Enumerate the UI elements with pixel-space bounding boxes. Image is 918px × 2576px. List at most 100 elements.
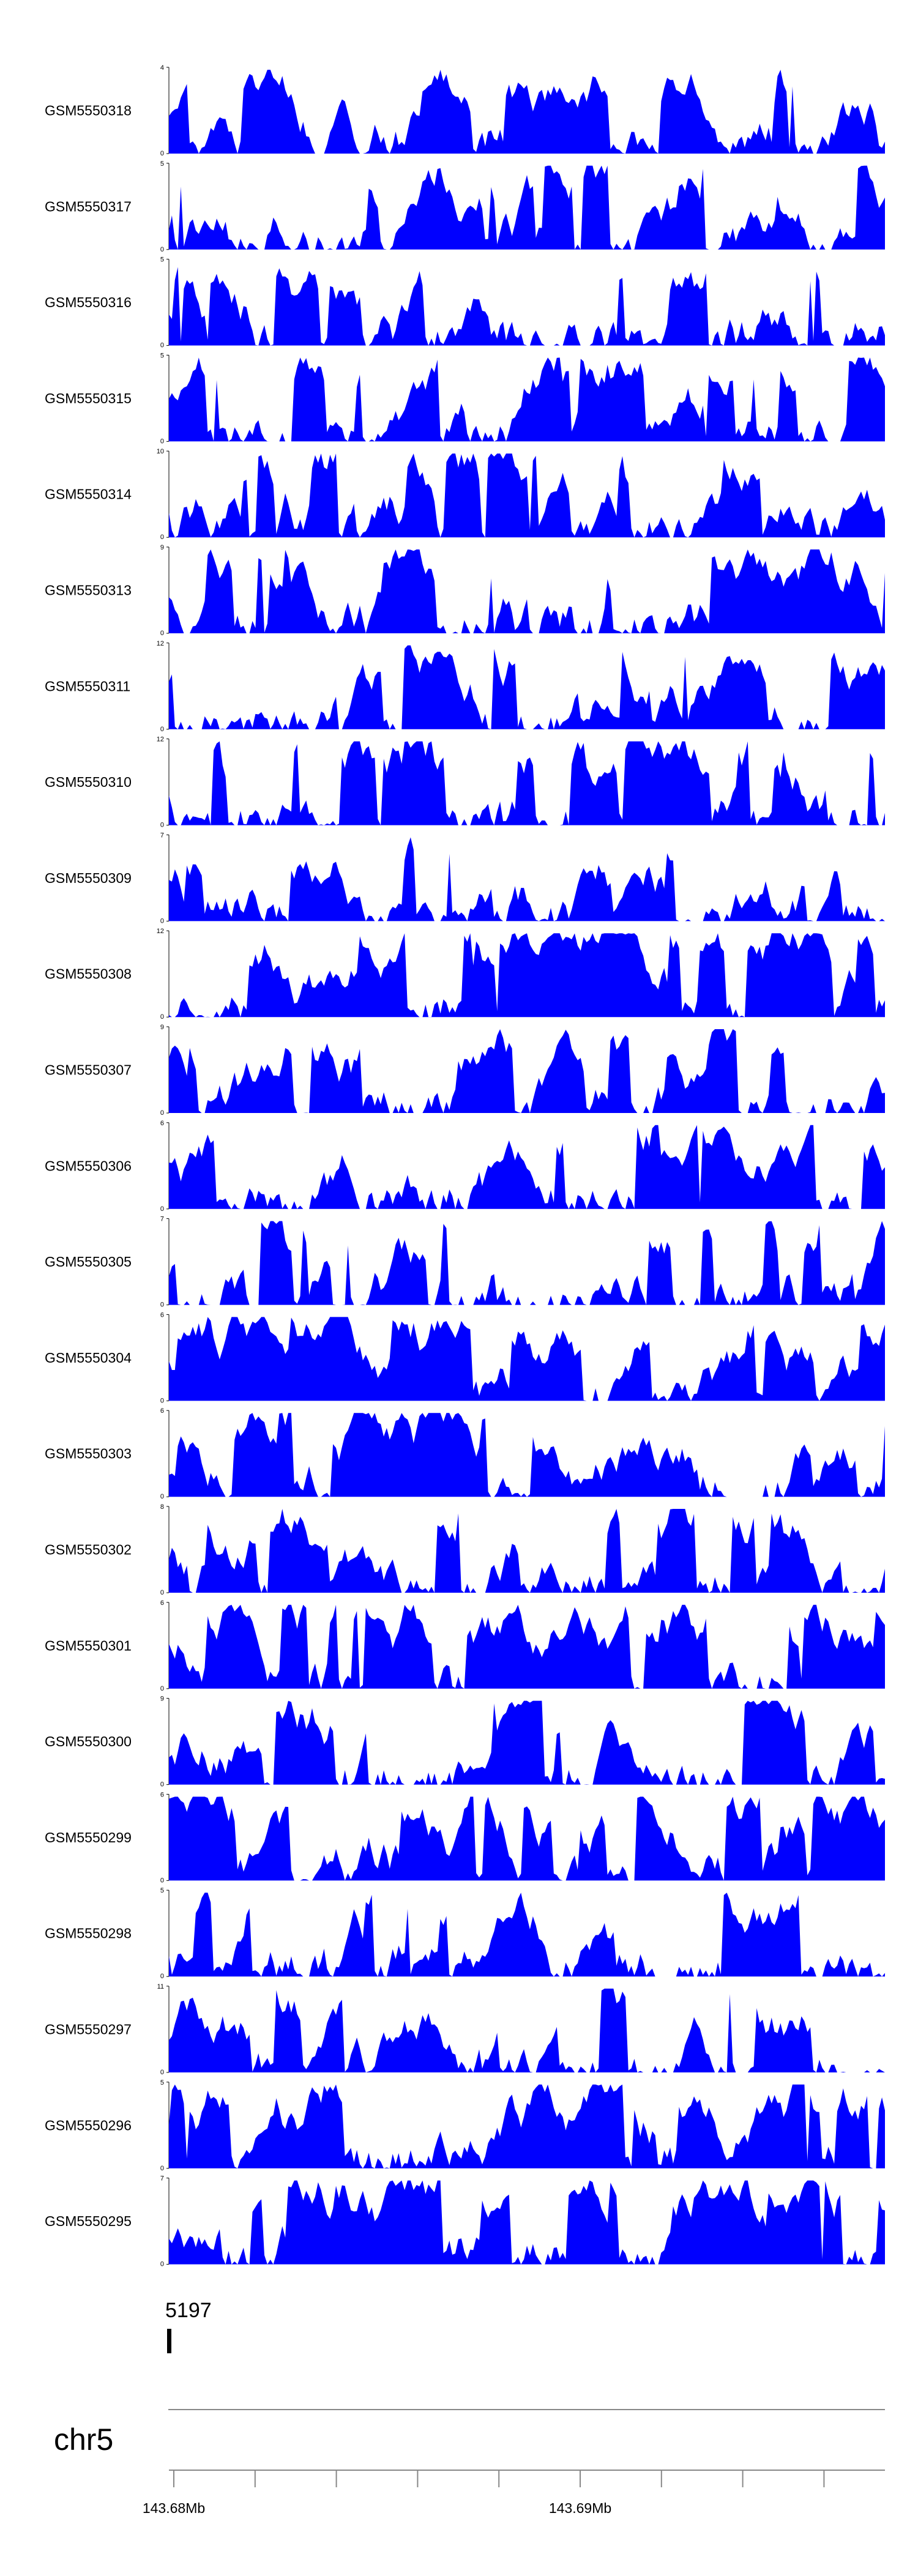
track-GSM5550317: GSM5550317 5 0: [45, 160, 885, 253]
track-ymax-label: 9: [160, 1696, 164, 1703]
x-axis-ticks: 143.68Mb 143.69Mb: [143, 2470, 825, 2516]
coverage-tracks: GSM555031840GSM555031750GSM555031650GSM5…: [45, 64, 885, 2268]
track-label: GSM5550315: [45, 390, 132, 406]
coverage-area: [169, 1604, 885, 1689]
track-GSM5550295: GSM5550295 7 0: [45, 2175, 885, 2268]
track-label: GSM5550317: [45, 198, 132, 214]
track-GSM5550311: GSM5550311 12 0: [45, 640, 885, 733]
coverage-area: [169, 1317, 885, 1401]
track-GSM5550297: GSM5550297 11 0: [45, 1983, 885, 2076]
x-tick-label: 143.69Mb: [549, 2500, 611, 2516]
track-ymin-label: 0: [160, 1301, 164, 1309]
track-label: GSM5550301: [45, 1637, 132, 1653]
track-ymax-label: 6: [160, 1120, 164, 1127]
track-label: GSM5550304: [45, 1350, 132, 1366]
track-label: GSM5550306: [45, 1158, 132, 1174]
coverage-area: [169, 1125, 885, 1209]
coverage-area: [169, 2180, 885, 2265]
track-GSM5550316: GSM5550316 5 0: [45, 256, 885, 349]
track-ymin-label: 0: [160, 2069, 164, 2076]
track-GSM5550304: GSM5550304 6 0: [45, 1311, 885, 1404]
track-ymax-label: 6: [160, 1311, 164, 1319]
track-GSM5550310: GSM5550310 12 0: [45, 736, 885, 829]
track-label: GSM5550313: [45, 583, 132, 598]
track-ymin-label: 0: [160, 1109, 164, 1117]
track-GSM5550315: GSM5550315 5 0: [45, 352, 885, 445]
track-ymin-label: 0: [160, 1493, 164, 1500]
track-GSM5550309: GSM5550309 7 0: [45, 832, 885, 925]
coverage-area: [169, 933, 885, 1018]
track-GSM5550296: GSM5550296 5 0: [45, 2079, 885, 2172]
track-label: GSM5550303: [45, 1446, 132, 1462]
track-ymax-label: 5: [160, 352, 164, 359]
coverage-area: [169, 549, 885, 633]
track-ymax-label: 9: [160, 544, 164, 551]
track-GSM5550307: GSM5550307 9 0: [45, 1024, 885, 1117]
track-label: GSM5550307: [45, 1062, 132, 1078]
track-label: GSM5550311: [45, 678, 130, 694]
track-ymin-label: 0: [160, 437, 164, 445]
coverage-area: [169, 1029, 885, 1113]
track-label: GSM5550295: [45, 2213, 132, 2229]
track-label: GSM5550300: [45, 1733, 132, 1749]
track-GSM5550313: GSM5550313 9 0: [45, 544, 885, 637]
track-ymin-label: 0: [160, 917, 164, 925]
coverage-area: [169, 453, 885, 538]
track-ymin-label: 0: [160, 1589, 164, 1596]
track-ymax-label: 12: [157, 928, 164, 935]
gene-feature-mark: [167, 2329, 171, 2353]
coverage-area: [169, 2084, 885, 2168]
track-ymax-label: 12: [157, 640, 164, 647]
coverage-area: [169, 70, 885, 154]
track-label: GSM5550310: [45, 774, 132, 790]
track-ymax-label: 12: [157, 736, 164, 743]
coverage-area: [169, 1509, 885, 1593]
track-ymin-label: 0: [160, 1781, 164, 1789]
track-label: GSM5550299: [45, 1830, 132, 1845]
track-ymax-label: 6: [160, 1791, 164, 1798]
track-GSM5550305: GSM5550305 7 0: [45, 1216, 885, 1309]
track-label: GSM5550302: [45, 1542, 132, 1558]
track-ymin-label: 0: [160, 342, 164, 349]
track-ymax-label: 9: [160, 1024, 164, 1031]
coverage-area: [169, 1989, 885, 2072]
track-ymax-label: 5: [160, 1887, 164, 1894]
track-ymin-label: 0: [160, 1973, 164, 1980]
track-label: GSM5550316: [45, 294, 132, 310]
track-GSM5550301: GSM5550301 6 0: [45, 1599, 885, 1692]
coverage-area: [169, 741, 885, 825]
track-ymax-label: 5: [160, 160, 164, 168]
track-label: GSM5550298: [45, 1926, 132, 1941]
track-ymin-label: 0: [160, 1397, 164, 1404]
track-label: GSM5550308: [45, 966, 132, 982]
track-ymin-label: 0: [160, 1013, 164, 1021]
track-ymin-label: 0: [160, 246, 164, 253]
coverage-area: [169, 645, 885, 729]
track-ymin-label: 0: [160, 822, 164, 829]
track-ymax-label: 4: [160, 64, 164, 72]
track-ymin-label: 0: [160, 2165, 164, 2172]
track-ymax-label: 7: [160, 2175, 164, 2183]
track-ymax-label: 7: [160, 832, 164, 839]
track-ymax-label: 5: [160, 256, 164, 264]
coverage-area: [169, 1796, 885, 1881]
coverage-area: [169, 165, 885, 250]
coverage-area: [169, 1221, 885, 1305]
track-GSM5550314: GSM5550314 10 0: [45, 448, 885, 541]
track-label: GSM5550297: [45, 2022, 132, 2038]
coverage-area: [169, 267, 885, 346]
track-label: GSM5550314: [45, 486, 132, 502]
track-ymin-label: 0: [160, 630, 164, 637]
track-label: GSM5550318: [45, 103, 132, 119]
track-GSM5550299: GSM5550299 6 0: [45, 1791, 885, 1884]
chromosome-label: chr5: [54, 2422, 113, 2457]
x-tick-label: 143.68Mb: [143, 2500, 205, 2516]
track-label: GSM5550296: [45, 2117, 132, 2133]
track-GSM5550302: GSM5550302 8 0: [45, 1503, 885, 1596]
track-ymax-label: 5: [160, 2079, 164, 2086]
track-ymax-label: 6: [160, 1599, 164, 1607]
coverage-area: [169, 837, 885, 921]
track-GSM5550303: GSM5550303 6 0: [45, 1407, 885, 1500]
track-ymax-label: 8: [160, 1503, 164, 1511]
